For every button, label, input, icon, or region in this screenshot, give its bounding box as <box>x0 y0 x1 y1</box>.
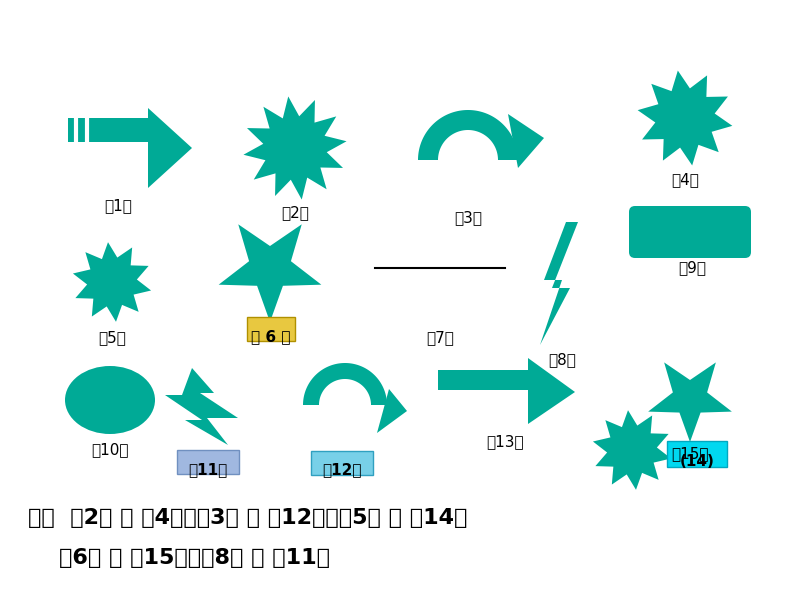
Text: 答：  （2） 和 （4）、（3） 和 （12）、（5） 和 （14）: 答： （2） 和 （4）、（3） 和 （12）、（5） 和 （14） <box>28 508 468 528</box>
Polygon shape <box>165 368 238 445</box>
Polygon shape <box>68 118 155 142</box>
FancyBboxPatch shape <box>667 441 727 467</box>
Polygon shape <box>218 224 322 322</box>
Text: （12）: （12） <box>322 462 362 477</box>
Polygon shape <box>528 358 575 424</box>
FancyBboxPatch shape <box>629 206 751 258</box>
Text: （8）: （8） <box>548 352 576 367</box>
Polygon shape <box>648 362 732 442</box>
Polygon shape <box>244 97 346 200</box>
Text: （4）: （4） <box>671 172 699 187</box>
Text: （11）: （11） <box>188 462 228 477</box>
Polygon shape <box>540 222 578 345</box>
Polygon shape <box>73 242 151 322</box>
Text: （5）: （5） <box>98 330 126 345</box>
FancyBboxPatch shape <box>177 450 239 474</box>
Polygon shape <box>303 363 387 405</box>
Text: （13）: （13） <box>486 434 524 449</box>
Text: （9）: （9） <box>678 260 706 275</box>
Polygon shape <box>638 70 732 166</box>
Text: （2）: （2） <box>281 205 309 220</box>
Ellipse shape <box>65 366 155 434</box>
FancyBboxPatch shape <box>311 451 373 475</box>
Text: （10）: （10） <box>91 442 129 457</box>
Text: （15）: （15） <box>671 446 709 461</box>
Polygon shape <box>377 389 407 433</box>
Text: （3）: （3） <box>454 210 482 225</box>
Text: （ 6 ）: （ 6 ） <box>251 329 291 344</box>
Polygon shape <box>148 108 192 188</box>
Polygon shape <box>593 410 671 490</box>
Text: (14): (14) <box>680 454 715 469</box>
Text: （6） 和 （15）、（8） 和 （11）: （6） 和 （15）、（8） 和 （11） <box>28 548 330 568</box>
Polygon shape <box>418 110 518 160</box>
Polygon shape <box>438 370 535 390</box>
Text: （1）: （1） <box>104 198 132 213</box>
FancyBboxPatch shape <box>247 317 295 341</box>
Text: （7）: （7） <box>426 330 454 345</box>
Polygon shape <box>508 114 544 168</box>
